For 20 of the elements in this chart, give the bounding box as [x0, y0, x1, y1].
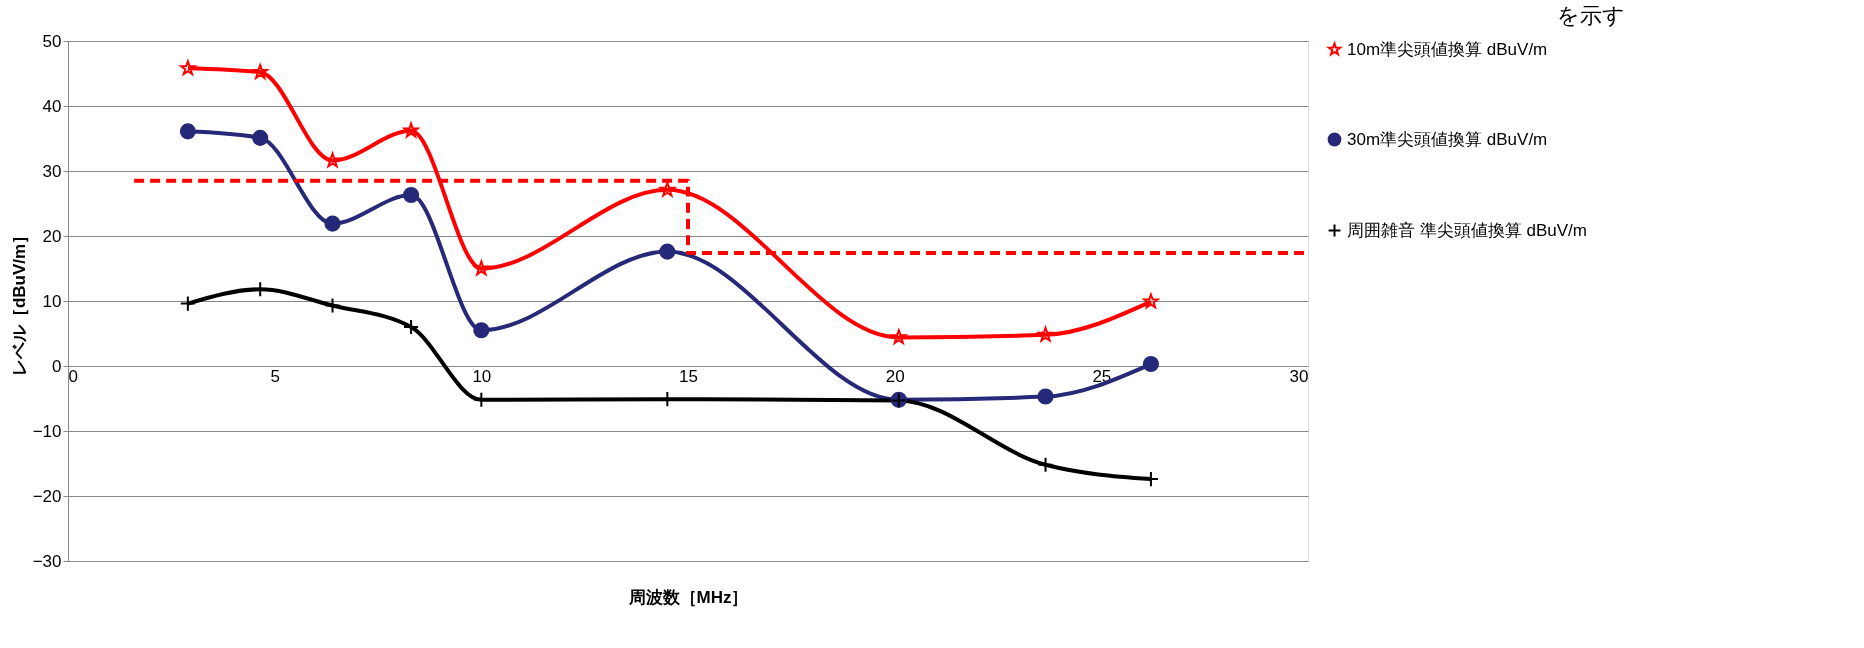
x-axis-title: 周波数［MHz］: [627, 587, 749, 607]
x-tick-label: 30: [1289, 366, 1309, 386]
x-tick-label: 20: [885, 366, 905, 386]
legend-label: 10m準尖頭値換算 dBuV/m: [1347, 39, 1548, 59]
y-tick-label: 50: [42, 31, 62, 51]
y-tick-label: 40: [42, 96, 62, 116]
y-tick-label: −10: [32, 421, 62, 441]
y-tick-label: −20: [32, 486, 62, 506]
y-tick-label: 30: [42, 161, 62, 181]
text: を示す: [1557, 3, 1625, 28]
x-tick-label: 15: [679, 366, 698, 386]
y-axis-title: レベル［dBuV/m］: [9, 226, 29, 377]
y-tick-label: −30: [32, 551, 62, 571]
legend-label: 30m準尖頭値換算 dBuV/m: [1347, 129, 1548, 149]
y-tick-label: 20: [42, 226, 62, 246]
y-tick-label: 10: [42, 291, 62, 311]
legend-label: 周囲雑音 準尖頭値換算 dBuV/m: [1347, 220, 1587, 240]
x-tick-label: 5: [270, 366, 280, 386]
x-tick-label: 10: [472, 366, 492, 386]
x-tick-label: 0: [68, 366, 78, 386]
